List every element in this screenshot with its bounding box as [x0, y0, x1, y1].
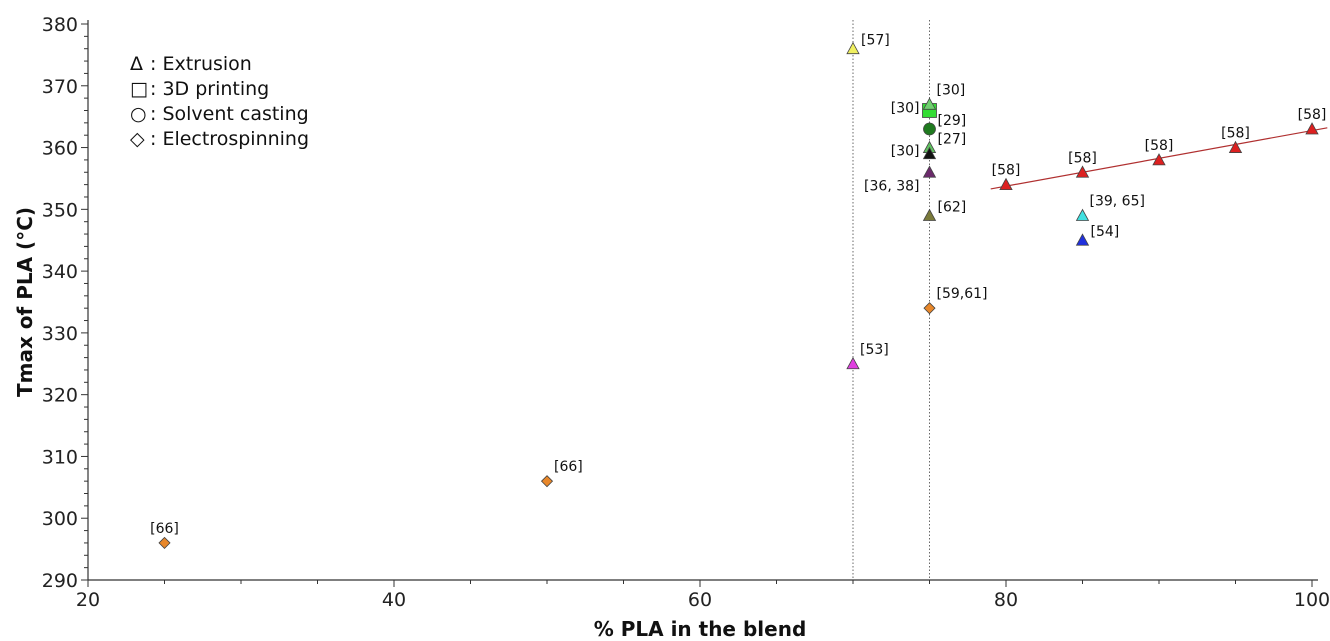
point-labels: [66] [66] [59,61] [30] [57] [53] [30] [27] [30] […	[150, 33, 1326, 537]
triangle-marker	[1075, 165, 1090, 178]
legend-diamond-icon: ◇	[130, 128, 145, 150]
y-tick-label: 300	[42, 508, 78, 530]
y-tick-label: 370	[42, 76, 78, 98]
point-label: [58]	[1068, 150, 1097, 166]
diamond-marker	[923, 302, 936, 315]
triangle-marker	[999, 177, 1013, 191]
triangle-marker	[1305, 122, 1319, 135]
triangle-marker	[1228, 140, 1243, 153]
x-tick-label: 60	[688, 589, 712, 611]
data-points	[158, 41, 1319, 549]
point-label: [30]	[937, 82, 966, 98]
triangle-marker	[922, 208, 937, 221]
y-tick-label: 330	[42, 323, 78, 345]
axis-ticks: 20 40 60 80 100 290 300 310 320 330 340 350 360 370 38…	[42, 14, 1330, 611]
legend-circle-icon: ○	[130, 103, 147, 125]
y-axis-title: Tmax of PLA (°C)	[13, 207, 37, 397]
legend-label: : Electrospinning	[150, 128, 309, 150]
legend-label: : 3D printing	[150, 78, 269, 100]
point-label: [29]	[938, 113, 967, 129]
triangle-marker	[922, 97, 937, 110]
circle-marker	[923, 122, 936, 136]
triangle-marker	[1075, 233, 1090, 246]
y-tick-label: 360	[42, 138, 78, 160]
x-tick-label: 20	[76, 589, 100, 611]
x-tick-label: 40	[382, 589, 406, 611]
legend-triangle-icon: Δ	[130, 53, 143, 75]
legend: Δ : Extrusion□: 3D printing○: Solvent cas…	[130, 53, 309, 150]
point-label: [36, 38]	[864, 178, 919, 194]
point-label: [53]	[860, 342, 889, 358]
point-label: [57]	[861, 33, 890, 49]
point-label: [59,61]	[937, 286, 988, 302]
point-label: [62]	[938, 200, 967, 216]
legend-label: : Solvent casting	[150, 103, 309, 125]
triangle-marker	[1075, 208, 1090, 221]
diamond-marker	[540, 475, 554, 488]
x-tick-label: 100	[1294, 589, 1330, 611]
x-axis-title: % PLA in the blend	[594, 617, 807, 641]
x-tick-label: 80	[994, 589, 1018, 611]
point-label: [54]	[1091, 224, 1120, 240]
triangle-marker	[846, 356, 860, 370]
legend-square-icon: □	[130, 78, 148, 100]
triangle-marker	[846, 41, 860, 55]
triangle-marker	[1152, 153, 1166, 166]
point-label: [58]	[1145, 138, 1174, 154]
triangle-marker	[922, 146, 937, 160]
point-label: [58]	[992, 163, 1021, 179]
triangle-marker	[922, 165, 937, 178]
y-tick-label: 290	[42, 570, 78, 592]
axes	[87, 20, 1318, 581]
point-label: [58]	[1221, 126, 1250, 142]
point-label: [58]	[1298, 107, 1327, 123]
point-label: [30]	[891, 100, 920, 116]
y-tick-label: 310	[42, 446, 78, 468]
diamond-marker	[158, 536, 171, 549]
point-label: [39, 65]	[1090, 194, 1145, 210]
legend-label: : Extrusion	[150, 53, 252, 75]
reference-lines	[852, 20, 930, 580]
y-tick-label: 350	[42, 199, 78, 221]
y-tick-label: 340	[42, 261, 78, 283]
point-label: [66]	[554, 459, 583, 475]
point-label: [66]	[150, 521, 179, 537]
point-label: [27]	[938, 132, 967, 148]
y-tick-label: 320	[42, 385, 78, 407]
y-tick-label: 380	[42, 14, 78, 36]
point-label: [30]	[891, 144, 920, 160]
